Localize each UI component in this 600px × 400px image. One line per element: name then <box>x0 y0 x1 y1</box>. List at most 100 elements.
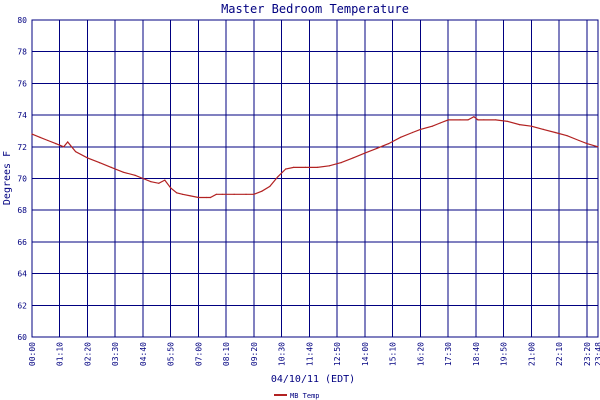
data-point <box>352 157 354 159</box>
data-point <box>245 193 247 195</box>
data-point <box>215 193 217 195</box>
x-tick-label: 21:00 <box>527 342 536 366</box>
data-point <box>261 190 263 192</box>
data-point <box>542 128 544 130</box>
data-point <box>292 166 295 169</box>
data-point <box>467 119 469 121</box>
x-tick-label: 01:10 <box>56 342 65 366</box>
data-point <box>197 196 200 199</box>
data-point <box>170 187 172 189</box>
data-point <box>277 176 279 178</box>
data-point <box>189 195 192 197</box>
y-tick-label: 60 <box>17 333 27 342</box>
chart-title: Master Bedroom Temperature <box>221 2 409 16</box>
data-point <box>86 157 89 159</box>
data-point <box>566 135 568 137</box>
data-point <box>221 193 223 195</box>
x-tick-label: 12:50 <box>333 342 342 366</box>
y-axis-label: Degrees F <box>2 151 13 205</box>
data-point <box>59 144 61 146</box>
x-tick-label: 04:40 <box>139 342 148 366</box>
data-point <box>431 125 433 127</box>
y-tick-label: 74 <box>17 111 27 120</box>
y-tick-label: 72 <box>17 143 27 152</box>
x-tick-label: 17:30 <box>444 342 453 366</box>
data-point <box>63 146 65 148</box>
x-tick-label: 16:20 <box>416 342 425 366</box>
data-point <box>473 116 475 118</box>
data-point <box>39 136 41 138</box>
x-tick-label: 10:30 <box>278 342 287 366</box>
y-tick-label: 76 <box>17 79 27 88</box>
data-point <box>285 168 287 170</box>
data-point <box>67 141 69 143</box>
data-point <box>304 166 307 169</box>
x-tick-label: 19:50 <box>500 342 509 366</box>
data-point <box>507 120 509 123</box>
x-tick-label: 02:20 <box>83 342 92 366</box>
x-tick-label: 22:10 <box>555 342 564 366</box>
data-point <box>530 125 533 127</box>
data-point <box>134 174 136 176</box>
data-point <box>554 131 556 134</box>
x-tick-label: 09:20 <box>250 342 259 366</box>
data-point <box>233 193 235 195</box>
data-point <box>31 133 33 135</box>
data-point <box>209 196 211 199</box>
data-point <box>578 139 580 142</box>
x-tick-label: 11:40 <box>305 342 314 366</box>
y-tick-label: 68 <box>17 206 27 215</box>
data-point <box>597 146 599 148</box>
data-point <box>150 181 152 183</box>
x-tick-label: 07:00 <box>194 342 203 366</box>
data-point <box>364 152 366 154</box>
data-point <box>495 119 497 121</box>
y-tick-label: 80 <box>17 16 27 25</box>
data-point <box>518 124 521 126</box>
x-tick-label: 23:48 <box>594 342 600 366</box>
y-tick-label: 62 <box>17 301 27 310</box>
data-point <box>459 119 461 121</box>
chart-grid <box>31 19 599 338</box>
data-point <box>483 119 485 121</box>
data-point <box>477 119 479 121</box>
data-point <box>158 182 160 184</box>
data-point <box>122 171 124 173</box>
data-point <box>205 196 207 199</box>
y-tick-label: 70 <box>17 175 27 184</box>
data-point <box>376 147 378 149</box>
x-tick-label: 14:00 <box>361 342 370 366</box>
x-tick-label: 15:10 <box>389 342 398 366</box>
data-point <box>182 193 184 195</box>
legend: MB Temp <box>274 392 320 400</box>
data-point <box>74 150 77 153</box>
data-point <box>419 128 422 130</box>
data-point <box>164 179 166 181</box>
x-tick-label: 03:30 <box>111 342 120 366</box>
data-point <box>253 193 255 195</box>
x-axis-label: 04/10/11 (EDT) <box>271 374 355 385</box>
x-tick-label: 18:40 <box>472 342 481 366</box>
data-point <box>447 119 449 121</box>
data-point <box>47 139 49 142</box>
x-tick-label: 05:50 <box>167 342 176 366</box>
y-tick-label: 66 <box>17 238 27 247</box>
y-axis-ticks: 60 62 64 66 68 70 72 74 76 78 80 <box>17 16 27 342</box>
data-point <box>586 143 588 145</box>
data-point <box>176 192 178 194</box>
x-tick-label: 08:10 <box>222 342 231 366</box>
series-layer <box>31 115 599 199</box>
x-tick-label: 00:00 <box>28 342 37 366</box>
x-tick-label: 23:20 <box>583 342 592 366</box>
data-point <box>98 162 100 164</box>
y-tick-label: 78 <box>17 48 27 57</box>
x-axis-ticks: 00:00 01:10 02:20 03:30 04:40 05:50 07:00 08:10… <box>28 342 600 366</box>
series-line-mb-temp <box>31 115 599 199</box>
data-point <box>142 177 144 180</box>
data-point <box>328 165 330 167</box>
legend-label: MB Temp <box>290 392 320 400</box>
data-point <box>55 143 57 145</box>
data-point <box>340 162 342 164</box>
y-tick-label: 64 <box>17 270 27 279</box>
